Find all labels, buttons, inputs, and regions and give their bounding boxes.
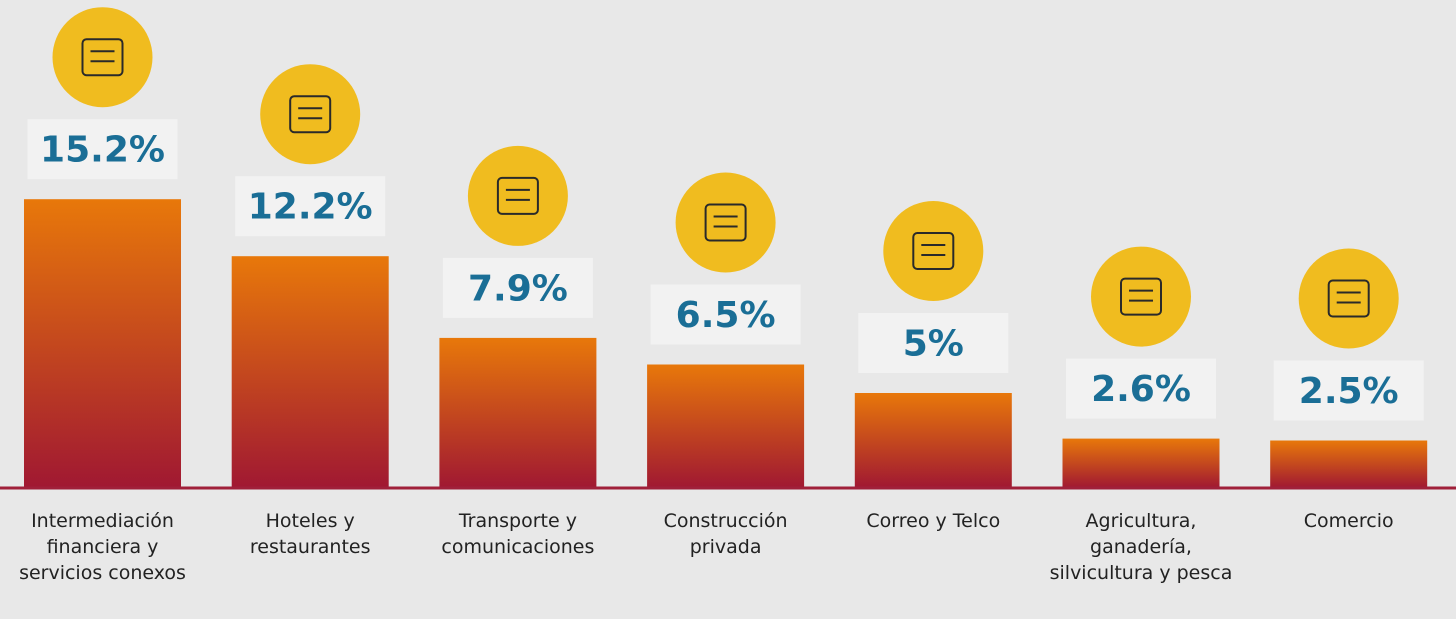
- category-label: Agricultura, ganadería, silvicultura y p…: [1049, 510, 1233, 584]
- icon-glyph: [81, 38, 124, 77]
- value-label: 7.9%: [468, 268, 568, 309]
- icon-glyph: [1120, 277, 1162, 316]
- icon-glyph: [912, 232, 955, 270]
- bar: [439, 337, 597, 488]
- category-label: Hoteles y restaurantes: [249, 510, 371, 558]
- icon-circle: [1298, 248, 1399, 349]
- icon-glyph: [704, 203, 747, 242]
- icon-circle: [675, 172, 776, 273]
- icon-glyph: [289, 95, 332, 134]
- category-label: Correo y Telco: [866, 510, 1001, 532]
- value-label: 15.2%: [40, 130, 165, 171]
- value-label: 6.5%: [676, 295, 776, 336]
- value-label-box: [858, 313, 1009, 373]
- bar: [24, 199, 181, 488]
- icon-glyph: [496, 176, 539, 215]
- category-label: Construcción privada: [663, 510, 788, 558]
- value-label: 12.2%: [248, 187, 373, 228]
- category-label: Transporte y comunicaciones: [441, 510, 595, 558]
- bar: [1062, 438, 1220, 488]
- bar: [854, 393, 1012, 488]
- bar: [1270, 440, 1428, 488]
- value-label: 2.5%: [1299, 371, 1399, 412]
- icon-glyph: [1327, 279, 1370, 318]
- icon-circle: [260, 64, 361, 165]
- value-label-box: [650, 284, 801, 345]
- category-label: Comercio: [1303, 510, 1394, 532]
- value-label-box: [27, 119, 178, 180]
- value-label: 2.6%: [1091, 369, 1191, 410]
- value-label-box: [1273, 360, 1424, 421]
- value-label-box: [235, 176, 386, 237]
- icon-circle: [467, 145, 568, 246]
- icon-circle: [883, 201, 984, 301]
- bar: [647, 364, 805, 488]
- value-label-box: [442, 257, 593, 318]
- value-label: 5%: [903, 324, 964, 365]
- value-label-box: [1066, 358, 1216, 419]
- category-label: Intermediación financiera y servicios co…: [19, 510, 186, 584]
- icon-circle: [52, 7, 153, 108]
- icon-circle: [1091, 246, 1191, 347]
- bar: [231, 256, 389, 488]
